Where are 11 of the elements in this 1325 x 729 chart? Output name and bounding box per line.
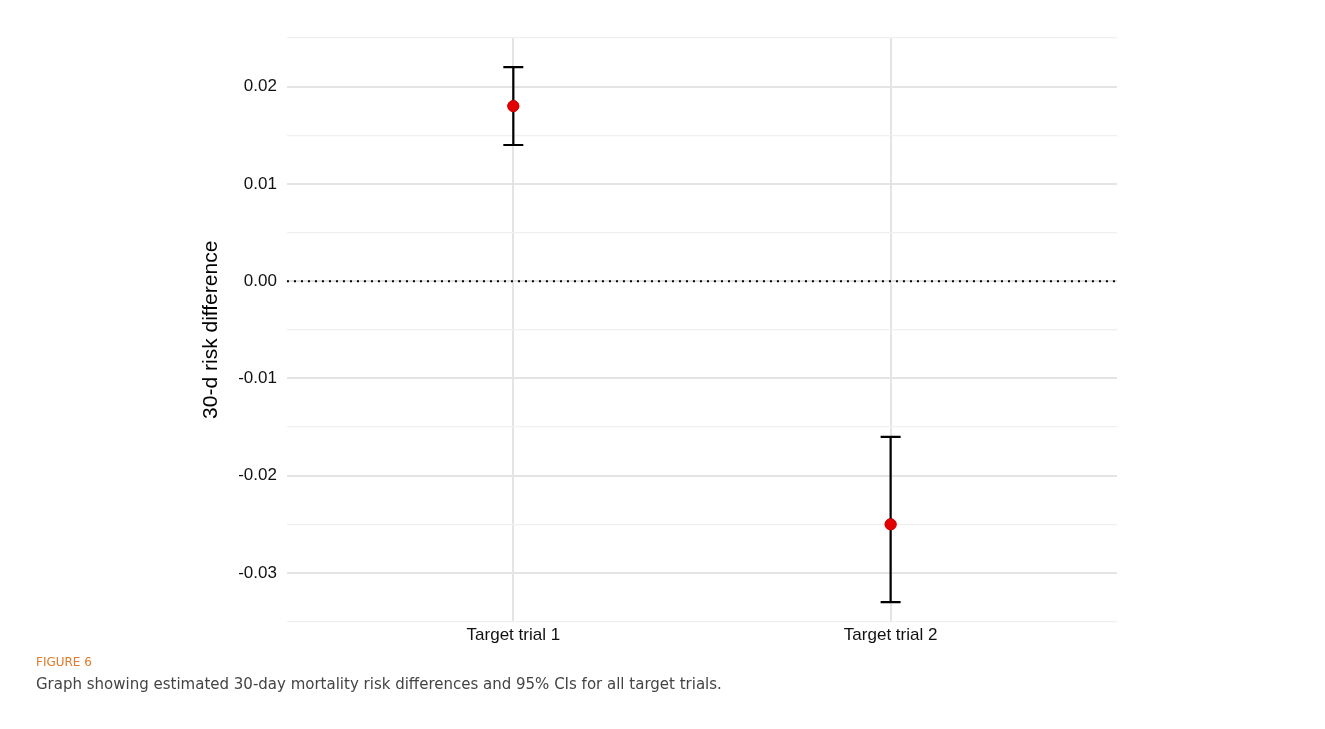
y-tick-label: 0.02 (243, 76, 277, 96)
y-tick-label: -0.01 (238, 368, 277, 388)
y-tick-label: 0.01 (243, 173, 277, 193)
text: Graph showing estimated 30-day mortality risk differences and 95% CIs for all target trials. (36, 675, 722, 693)
x-tick-label: Target trial 2 (843, 625, 938, 645)
y-tick-label: 0.00 (243, 270, 277, 290)
caption: FIGURE 6 (36, 655, 93, 669)
x-tick-label: Target trial 1 (466, 625, 561, 645)
y-tick-label: -0.03 (238, 562, 277, 582)
y-tick-label: -0.02 (238, 465, 277, 485)
y-axis-title: 30-d risk difference (198, 240, 222, 419)
